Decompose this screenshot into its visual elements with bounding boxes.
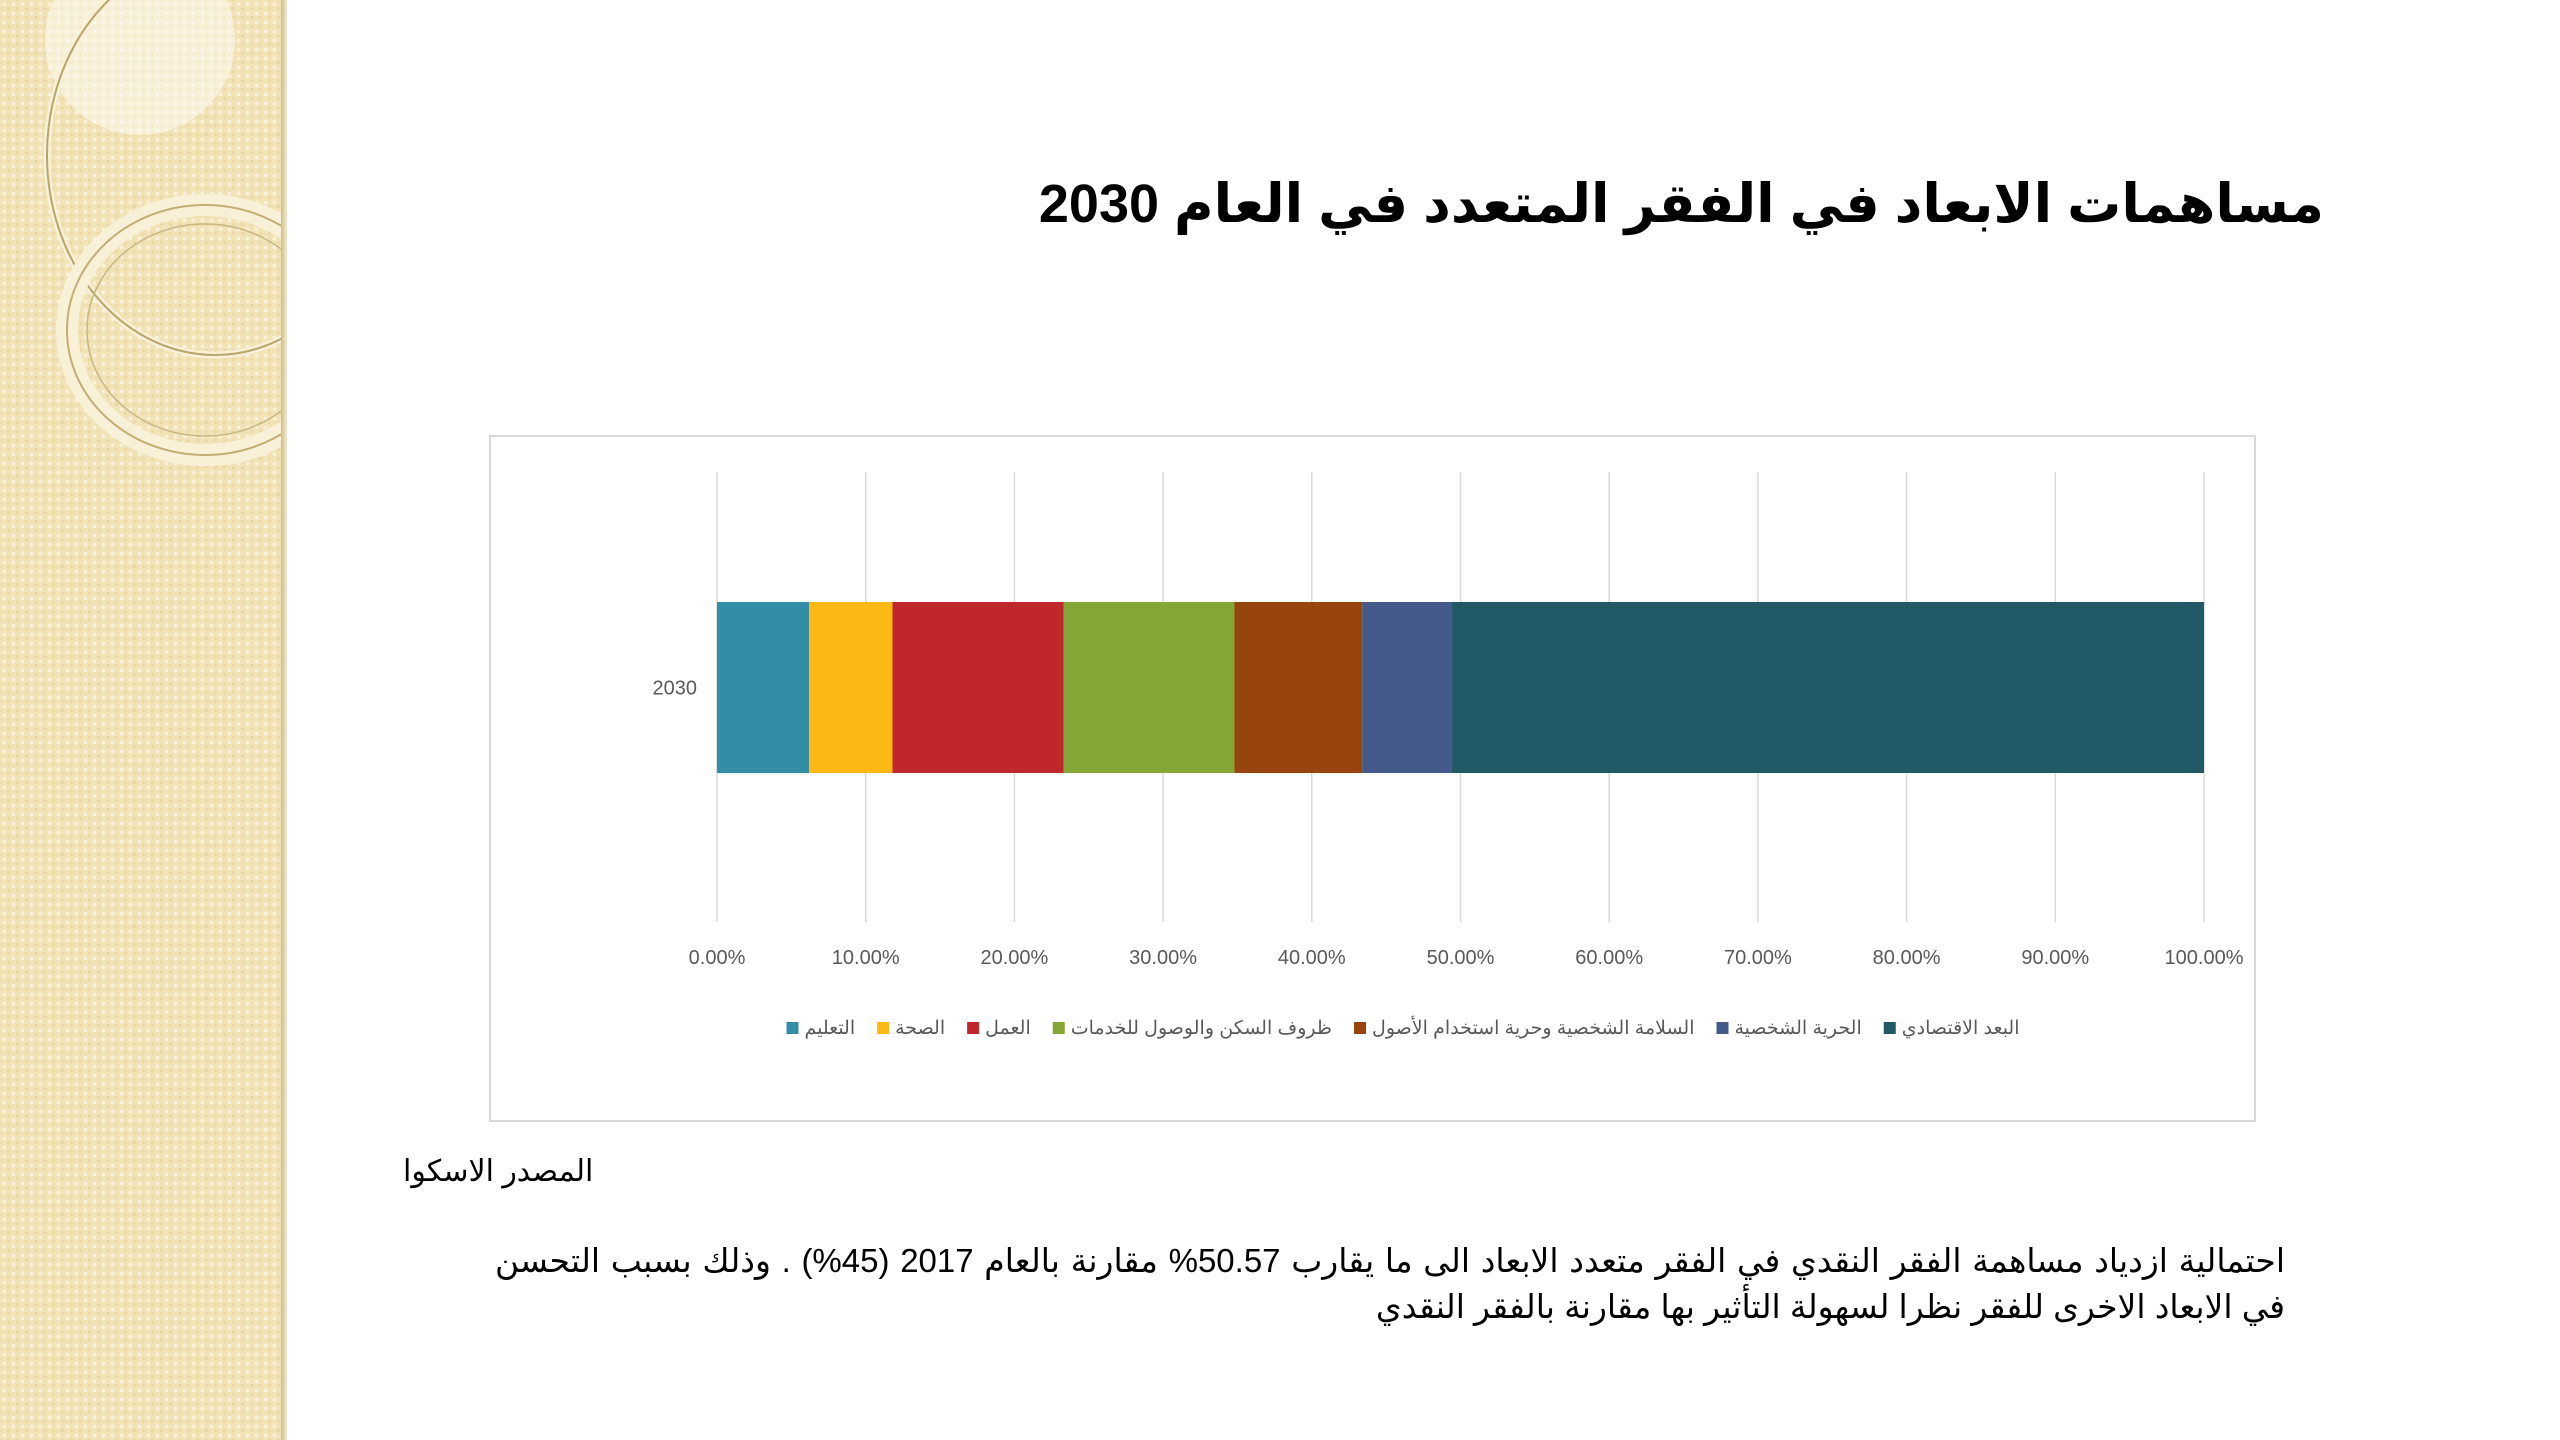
legend-swatch: [786, 1022, 799, 1034]
y-category-label: 2030: [653, 678, 698, 700]
legend-swatch: [1354, 1022, 1367, 1034]
bar-segment: [809, 602, 893, 773]
bar-segment: [1362, 602, 1452, 773]
stacked-bar-chart: 0.00% 10.00% 20.00% 30.00% 40.00% 50.00% 60.00…: [653, 472, 2244, 1039]
legend-label: الصحة: [895, 1018, 945, 1039]
x-tick-label: 80.00%: [1873, 947, 1941, 969]
legend-label: السلامة الشخصية وحرية استخدام الأصول: [1372, 1015, 1694, 1039]
x-tick-label: 0.00%: [689, 947, 746, 969]
x-tick-label: 20.00%: [980, 947, 1048, 969]
x-tick-label: 70.00%: [1724, 947, 1792, 969]
bar-segment: [1063, 602, 1235, 773]
x-tick-label: 30.00%: [1129, 947, 1197, 969]
decorative-side-panel: [0, 0, 287, 1440]
x-tick-label: 40.00%: [1278, 947, 1346, 969]
legend-label: البعد الاقتصادي: [1902, 1018, 2020, 1039]
legend-label: الحرية الشخصية: [1735, 1018, 1862, 1039]
bar-segment: [717, 602, 810, 773]
body-paragraph: احتمالية ازدياد مساهمة الفقر النقدي في ا…: [495, 1242, 2285, 1325]
slide-title: مساهمات الابعاد في الفقر المتعدد في العا…: [1038, 174, 2324, 234]
x-tick-label: 90.00%: [2021, 947, 2089, 969]
legend-swatch: [967, 1022, 980, 1034]
side-panel-edge: [281, 0, 287, 1440]
chart-frame: 0.00% 10.00% 20.00% 30.00% 40.00% 50.00% 60.00…: [489, 435, 2256, 1122]
legend-label: التعليم: [804, 1018, 855, 1039]
source-note: المصدر الاسكوا: [403, 1155, 594, 1188]
legend-swatch: [877, 1022, 890, 1034]
x-tick-label: 100.00%: [2165, 947, 2244, 969]
bar-segment: [1234, 602, 1363, 773]
x-tick-label: 10.00%: [832, 947, 900, 969]
legend-label: العمل: [985, 1018, 1031, 1039]
bar-segment: [892, 602, 1064, 773]
x-tick-label: 50.00%: [1427, 947, 1495, 969]
decorative-rings: [43, 0, 287, 466]
legend-label: ظروف السكن والوصول للخدمات: [1071, 1018, 1332, 1039]
x-tick-label: 60.00%: [1575, 947, 1643, 969]
legend-swatch: [1716, 1022, 1729, 1034]
legend-swatch: [1052, 1022, 1065, 1034]
legend-swatch: [1883, 1022, 1896, 1034]
bar-segment: [1451, 602, 2204, 773]
